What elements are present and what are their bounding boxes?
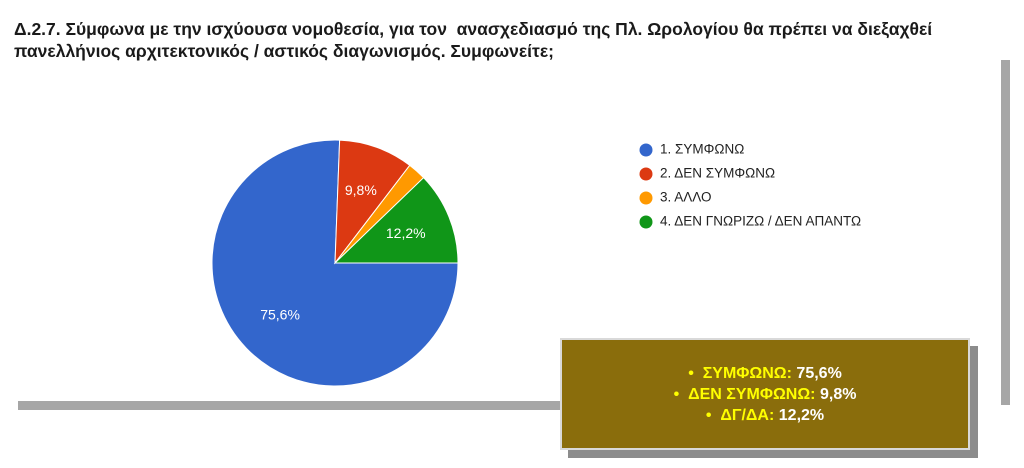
summary-label: ΔΕΝ ΣΥΜΦΩΝΩ: — [688, 385, 816, 403]
slice-label: 9,8% — [345, 182, 377, 198]
pie-slice — [333, 176, 459, 264]
summary-value: 9,8% — [819, 385, 857, 403]
summary-value: 75,6% — [796, 364, 842, 382]
chart-title: Δ.2.7. Σύμφωνα με την ισχύουσα νομοθεσία… — [14, 19, 938, 61]
slide-shadow-bottom — [18, 401, 563, 410]
summary-item: ΣΥΜΦΩΝΩ: 75,6% — [688, 363, 842, 384]
summary-label: ΔΓ/ΔΑ: — [720, 406, 775, 424]
slice-label: 12,2% — [386, 225, 426, 241]
slice-label: 75,6% — [260, 307, 300, 323]
legend-marker — [639, 215, 653, 229]
legend-marker — [639, 191, 653, 205]
legend-label: 3. ΑΛΛΟ — [660, 190, 712, 205]
legend-marker — [639, 167, 653, 181]
summary-item: ΔΕΝ ΣΥΜΦΩΝΩ: 9,8% — [674, 384, 857, 405]
summary-label: ΣΥΜΦΩΝΩ: — [702, 364, 792, 382]
legend-label: 2. ΔΕΝ ΣΥΜΦΩΝΩ — [660, 166, 775, 181]
summary-value: 12,2% — [778, 406, 825, 424]
legend-label: 1. ΣΥΜΦΩΝΩ — [660, 142, 744, 157]
pie-slice — [334, 139, 411, 265]
summary-box: ΣΥΜΦΩΝΩ: 75,6%ΔΕΝ ΣΥΜΦΩΝΩ: 9,8%ΔΓ/ΔΑ: 12… — [560, 338, 970, 450]
legend-marker — [639, 143, 653, 157]
summary-item: ΔΓ/ΔΑ: 12,2% — [706, 405, 824, 426]
legend-label: 4. ΔΕΝ ΓΝΩΡΙΖΩ / ΔΕΝ ΑΠΑΝΤΩ — [660, 214, 861, 229]
slide-shadow-right — [1001, 60, 1010, 405]
